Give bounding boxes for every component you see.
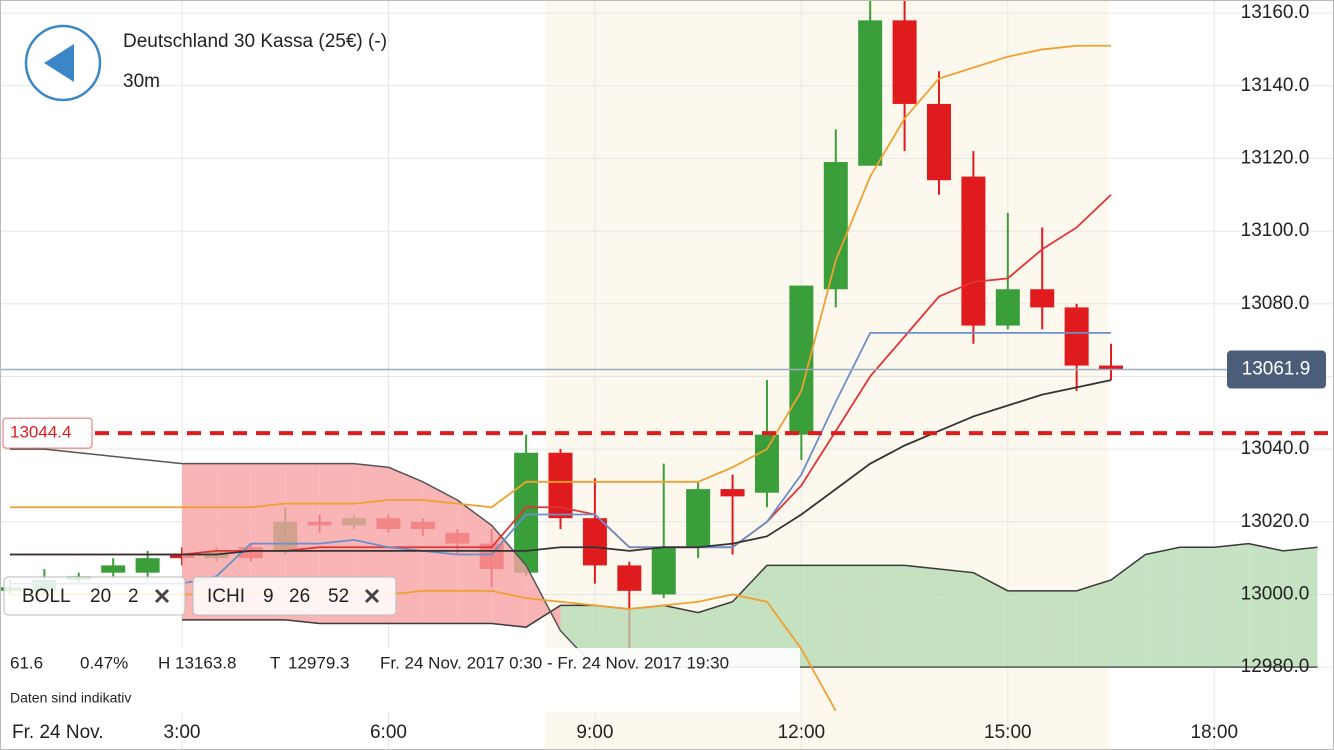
candle-body xyxy=(995,289,1020,326)
cloud-span-a xyxy=(182,542,1318,628)
date-range: Fr. 24 Nov. 2017 0:30 - Fr. 24 Nov. 2017… xyxy=(380,653,729,672)
cloud-fill xyxy=(973,572,1008,668)
x-tick-label: 15:00 xyxy=(984,722,1032,743)
info-panel xyxy=(0,648,800,712)
cloud-fill xyxy=(766,565,802,668)
candle-body xyxy=(514,452,539,573)
back-button[interactable] xyxy=(24,24,102,102)
y-tick-label: 13160.0 xyxy=(1241,2,1310,23)
candle-body xyxy=(686,489,711,548)
cloud-fill xyxy=(732,565,767,668)
candle-body xyxy=(1064,307,1089,366)
candle-body xyxy=(754,434,779,493)
cloud-fill xyxy=(1248,543,1284,668)
cloud-fill xyxy=(835,565,871,668)
current-price-label: 13061.9 xyxy=(1242,359,1311,380)
support-box xyxy=(2,417,93,449)
indicator-line xyxy=(9,44,1112,509)
low-label: T xyxy=(270,653,280,672)
chip-box[interactable] xyxy=(192,576,397,616)
plot-area xyxy=(0,0,1334,712)
cloud-fill xyxy=(1145,547,1180,668)
indicator-param: 9 xyxy=(263,586,274,607)
candle-body xyxy=(135,558,160,573)
y-tick-label: 13020.0 xyxy=(1241,511,1310,532)
indicator-param: 20 xyxy=(90,586,111,607)
cloud-fill xyxy=(1111,554,1146,668)
y-tick-label: 13000.0 xyxy=(1241,583,1310,604)
candle-body xyxy=(651,547,676,595)
indicator-param: 52 xyxy=(328,586,349,607)
y-tick-label: 13100.0 xyxy=(1241,220,1310,241)
cloud-fill xyxy=(904,565,939,668)
cloud-fill xyxy=(1283,547,1318,668)
indicator-line xyxy=(9,379,1112,556)
high-label: H xyxy=(158,653,170,672)
disclaimer: Daten sind indikativ xyxy=(10,690,131,706)
cloud-fill xyxy=(1007,590,1043,668)
cloud-fill xyxy=(1179,547,1215,668)
current-price-box xyxy=(1227,350,1326,389)
change-pct: 0.47% xyxy=(80,653,128,672)
low: 12979.3 xyxy=(288,653,349,672)
interval[interactable]: 30m xyxy=(123,71,160,92)
remove-icon[interactable] xyxy=(154,588,170,604)
x-tick-label: 12:00 xyxy=(778,722,826,743)
y-tick-label: 13140.0 xyxy=(1241,75,1310,96)
indicator-param: 2 xyxy=(128,586,139,607)
candle-body xyxy=(926,103,951,181)
cloud-fill xyxy=(388,467,423,624)
cloud-fill xyxy=(938,569,974,668)
y-tick-label: 13120.0 xyxy=(1241,147,1310,168)
high: 13163.8 xyxy=(175,653,236,672)
candle-body xyxy=(617,565,642,591)
indicator-param: 26 xyxy=(289,586,310,607)
indicator-chip[interactable]: ICHI 9 26 52 xyxy=(192,576,397,616)
indicator-line xyxy=(9,194,1112,556)
y-tick-label: 13040.0 xyxy=(1241,438,1310,459)
candle-body xyxy=(582,518,607,566)
x-tick-label: 9:00 xyxy=(576,722,613,743)
candle-body xyxy=(858,20,883,166)
cloud-fill xyxy=(1214,543,1249,668)
indicator-name: ICHI xyxy=(207,586,245,607)
y-tick-label: 13080.0 xyxy=(1241,293,1310,314)
y-tick-label: 12980.0 xyxy=(1241,656,1310,677)
candle-body xyxy=(1099,365,1124,370)
date-label: Fr. 24 Nov. xyxy=(12,722,104,743)
candle-body xyxy=(101,565,126,573)
remove-icon[interactable] xyxy=(364,588,380,604)
x-tick-label: 18:00 xyxy=(1190,722,1238,743)
date-label-box xyxy=(0,716,132,750)
x-tick-label: 3:00 xyxy=(164,722,201,743)
x-tick-label: 6:00 xyxy=(370,722,407,743)
instrument-title: Deutschland 30 Kassa (25€) (-) xyxy=(123,31,387,52)
candle-body xyxy=(892,20,917,104)
cloud-fill xyxy=(801,565,836,668)
cloud-fill xyxy=(1042,590,1077,668)
indicator-chip[interactable]: BOLL 20 2 xyxy=(3,576,186,616)
cloud-fill xyxy=(870,565,905,668)
cloud-fill xyxy=(1076,579,1112,668)
back-arrow[interactable] xyxy=(44,44,74,82)
candle-body xyxy=(961,176,986,326)
cloud-fill xyxy=(457,500,492,624)
support-label: 13044.4 xyxy=(10,423,71,442)
candle-body xyxy=(720,489,745,497)
chip-box[interactable] xyxy=(3,576,186,616)
change: 61.6 xyxy=(10,653,43,672)
candle-body xyxy=(823,162,848,290)
candle-body xyxy=(1030,289,1055,308)
indicator-name: BOLL xyxy=(22,586,71,607)
